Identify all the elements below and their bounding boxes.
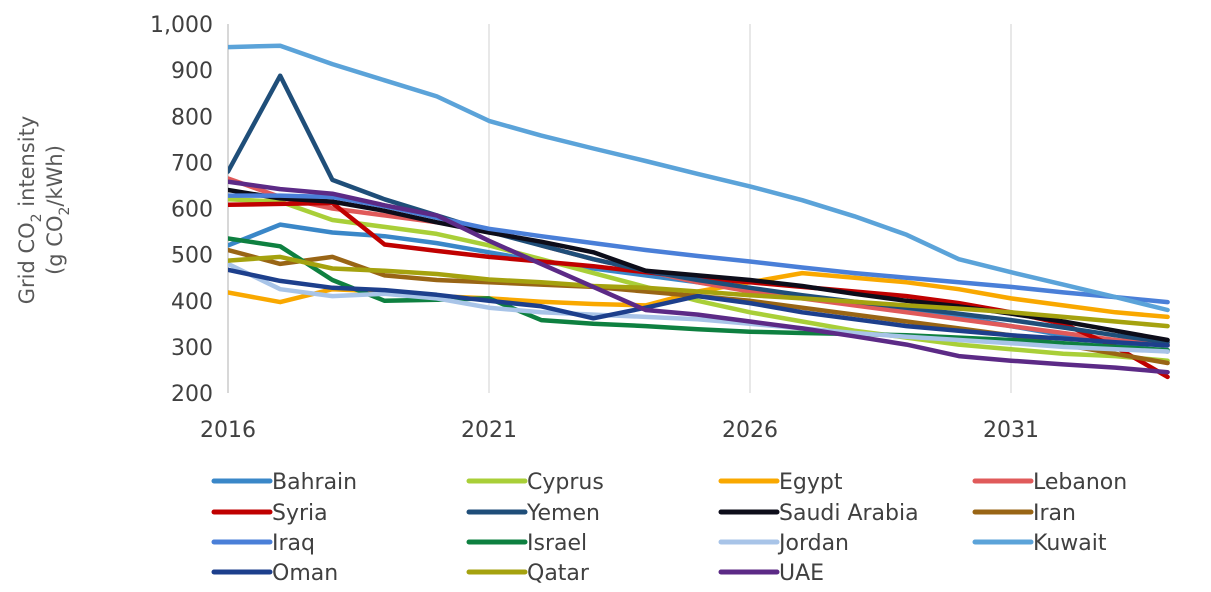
legend-item: Israel: [466, 531, 587, 556]
y-tick-label: 600: [171, 198, 213, 223]
x-tick-label: 2016: [200, 418, 256, 443]
legend-item: Bahrain: [211, 470, 357, 495]
series-line-oman: [228, 267, 1170, 348]
series-line-jordan: [228, 261, 1170, 354]
legend-item: Syria: [211, 501, 328, 526]
legend-label: Oman: [272, 561, 338, 586]
legend-item: Kuwait: [972, 531, 1107, 556]
legend: Bahrain Cyprus Egypt Lebanon Syria Yemen Saudi…: [211, 470, 1127, 586]
y-tick-labels: 200 300 400 500 600 700 800 900 1,000: [150, 13, 213, 407]
legend-label: Saudi Arabia: [779, 501, 919, 526]
x-tick-label: 2021: [461, 418, 517, 443]
legend-item: Saudi Arabia: [718, 501, 919, 526]
legend-item: Yemen: [466, 501, 600, 526]
legend-label: Cyprus: [527, 470, 604, 495]
legend-item: Iraq: [211, 531, 315, 556]
legend-item: Cyprus: [466, 470, 604, 495]
legend-item: Lebanon: [972, 470, 1127, 495]
y-tick-label: 1,000: [150, 13, 213, 38]
y-axis-label-line1: Grid CO2 intensity: [15, 116, 45, 305]
y-tick-label: 800: [171, 105, 213, 130]
series-line-israel: [228, 236, 1170, 353]
y-tick-label: 200: [171, 382, 213, 407]
legend-item: Egypt: [718, 470, 843, 495]
legend-label: Jordan: [777, 531, 849, 556]
legend-label: Lebanon: [1033, 470, 1127, 495]
y-tick-label: 700: [171, 151, 213, 176]
series-lines: [228, 43, 1170, 380]
legend-item: UAE: [718, 561, 824, 586]
legend-item: Oman: [211, 561, 338, 586]
legend-label: Yemen: [526, 501, 600, 526]
legend-label: Iraq: [272, 531, 315, 556]
legend-label: Egypt: [779, 470, 843, 495]
legend-label: Syria: [272, 501, 328, 526]
y-tick-label: 500: [171, 244, 213, 269]
legend-label: Qatar: [527, 561, 590, 586]
y-axis-label-line2: (g CO2/kWh): [43, 145, 73, 275]
y-tick-label: 300: [171, 336, 213, 361]
legend-item: Qatar: [466, 561, 590, 586]
legend-label: Israel: [527, 531, 587, 556]
x-tick-label: 2031: [983, 418, 1039, 443]
y-tick-label: 900: [171, 59, 213, 84]
legend-label: Kuwait: [1033, 531, 1107, 556]
x-tick-labels: 2016 2021 2026 2031: [200, 418, 1039, 443]
legend-label: Bahrain: [272, 470, 357, 495]
series-line-cyprus: [228, 197, 1170, 363]
series-line-uae: [228, 179, 1170, 375]
series-line-kuwait: [228, 43, 1170, 313]
series-line-lebanon: [228, 176, 1170, 347]
legend-item: Jordan: [718, 531, 849, 556]
x-tick-label: 2026: [722, 418, 778, 443]
series-line-yemen: [228, 73, 1170, 345]
legend-label: UAE: [779, 561, 824, 586]
y-tick-label: 400: [171, 290, 213, 315]
legend-label: Iran: [1033, 501, 1076, 526]
legend-item: Iran: [972, 501, 1076, 526]
series-line-qatar: [228, 254, 1170, 329]
